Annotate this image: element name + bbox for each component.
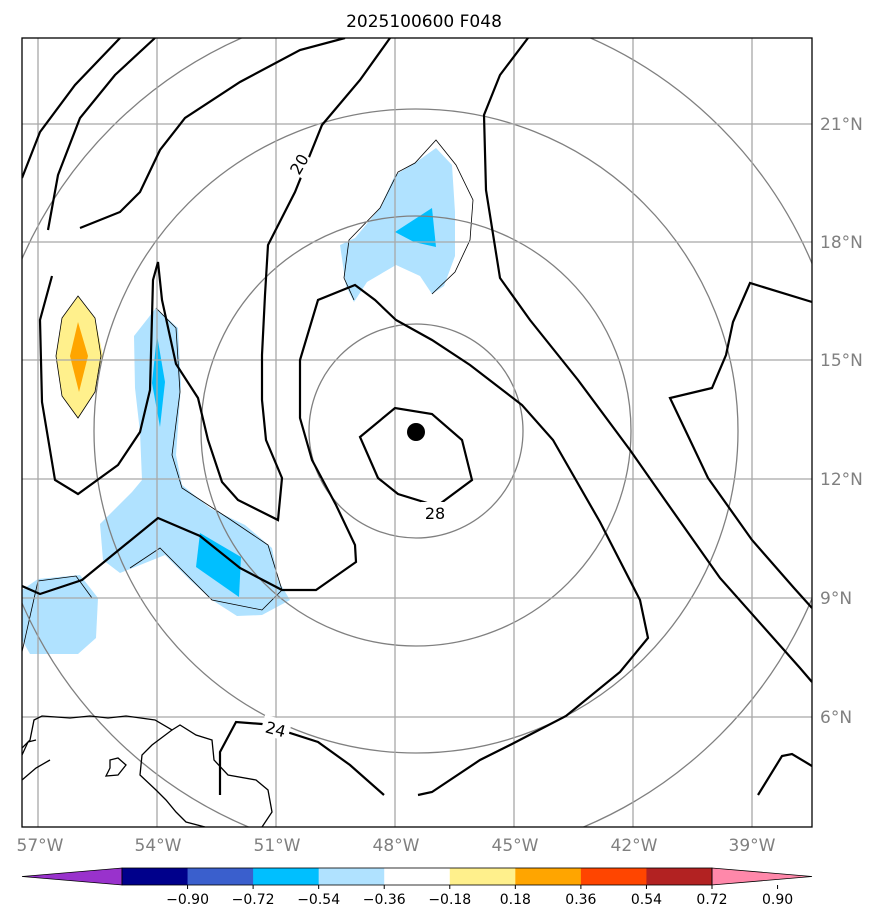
colorbar-tick-label: 0.90 xyxy=(762,892,793,908)
colorbar: −0.90 −0.72 −0.54 −0.36 −0.18 0.18 0.36 0.54 0.7… xyxy=(21,867,813,908)
shade-blue xyxy=(152,335,165,427)
colorbar-tick-label: −0.54 xyxy=(297,892,340,908)
lon-label: 42°W xyxy=(611,836,658,856)
graticule xyxy=(22,38,812,827)
colorbar-segment xyxy=(646,868,713,885)
colorbar-segment xyxy=(318,868,385,885)
lon-label: 57°W xyxy=(17,836,64,856)
lon-label: 48°W xyxy=(373,836,420,856)
contour-label-24: 24 xyxy=(263,718,288,742)
shade-blue xyxy=(395,208,436,247)
colorbar-extend-low xyxy=(21,867,123,886)
map-title: 2025100600 F048 xyxy=(346,12,502,32)
lon-label: 39°W xyxy=(729,836,776,856)
colorbar-tick-label: 0.36 xyxy=(565,892,596,908)
shade-light-blue xyxy=(100,308,290,616)
lat-label: 12°N xyxy=(820,470,863,490)
pressure-contours xyxy=(22,38,812,797)
colorbar-tick-label: −0.36 xyxy=(363,892,406,908)
lat-label: 15°N xyxy=(820,351,863,371)
colorbar-tick-label: −0.72 xyxy=(232,892,275,908)
shade-light-blue xyxy=(340,148,455,302)
shade-blue xyxy=(196,533,241,597)
colorbar-outline xyxy=(121,867,713,886)
colorbar-tick-label: −0.18 xyxy=(428,892,471,908)
shaded-anomaly-regions xyxy=(22,148,455,654)
colorbar-segment xyxy=(449,868,516,885)
map-frame xyxy=(21,37,813,828)
lat-label: 21°N xyxy=(820,115,863,135)
range-rings xyxy=(22,38,812,827)
colorbar-tick-label: −0.90 xyxy=(166,892,209,908)
storm-center-marker xyxy=(407,423,425,441)
shade-orange xyxy=(70,322,88,392)
latitude-labels: 21°N 18°N 15°N 12°N 9°N 6°N xyxy=(820,115,863,728)
coastline xyxy=(22,715,273,827)
lon-label: 45°W xyxy=(492,836,539,856)
colorbar-segment xyxy=(187,868,254,885)
colorbar-segment xyxy=(253,868,320,885)
map-area: 20 24 28 xyxy=(22,38,812,827)
colorbar-segment xyxy=(580,868,647,885)
longitude-labels: 57°W 54°W 51°W 48°W 45°W 42°W 39°W xyxy=(17,836,776,856)
lat-label: 9°N xyxy=(820,589,852,609)
colorbar-segment xyxy=(515,868,582,885)
colorbar-tick-label: 0.72 xyxy=(696,892,727,908)
lat-label: 6°N xyxy=(820,708,852,728)
lon-label: 54°W xyxy=(135,836,182,856)
colorbar-extend-high xyxy=(711,867,813,886)
colorbar-tick-label: 0.18 xyxy=(500,892,531,908)
lon-label: 51°W xyxy=(254,836,301,856)
colorbar-segment xyxy=(384,868,451,885)
colorbar-segment xyxy=(122,868,189,885)
contour-label-28: 28 xyxy=(425,504,445,523)
colorbar-tick-label: 0.54 xyxy=(631,892,662,908)
lat-label: 18°N xyxy=(820,233,863,253)
thin-contours xyxy=(22,139,474,653)
